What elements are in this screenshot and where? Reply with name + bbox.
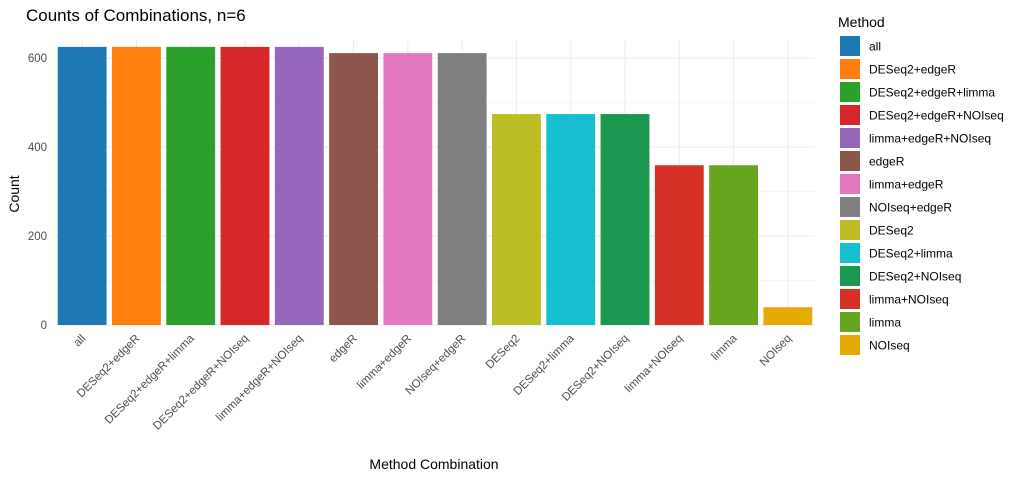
chart-title: Counts of Combinations, n=6 [26,6,246,25]
bar [383,53,433,326]
bar [546,114,596,325]
x-tick-label: limma [710,332,741,363]
legend-label: limma+edgeR+NOIseq [869,132,991,146]
legend-swatch [840,82,860,102]
legend: Method all DESeq2+edgeR DESeq2+edgeR+limma… [838,14,1004,355]
legend-label: DESeq2+limma [869,247,953,261]
bar [709,165,758,325]
x-tick-label: DESeq2 [484,333,523,372]
bar [274,46,324,326]
x-axis-title: Method Combination [369,456,498,472]
legend-swatch [840,151,860,171]
x-tick-label: all [72,333,89,350]
bar [220,46,270,326]
bar [763,307,813,325]
legend-label: edgeR [869,155,905,169]
y-tick-label: 200 [28,231,47,243]
legend-swatch [840,174,860,194]
x-tick-label: DESeq2+edgeR+limma [103,332,197,426]
legend-swatch [840,36,860,56]
legend-label: limma [869,316,901,330]
legend-swatch [840,289,860,309]
legend-label: all [869,40,881,54]
legend-label: limma+edgeR [869,178,944,192]
legend-label: DESeq2+edgeR+NOIseq [869,109,1004,123]
y-axis-ticks: 0 200 400 600 [28,53,47,332]
bar [329,53,378,326]
legend-swatch [840,312,860,332]
legend-label: limma+NOIseq [869,293,949,307]
legend-label: NOIseq+edgeR [869,201,952,215]
bar [600,114,650,325]
bar [654,165,704,325]
x-tick-label: limma+NOIseq [623,333,685,395]
legend-swatch [840,197,860,217]
x-tick-label: NOIseq [758,333,794,369]
legend-label: DESeq2 [869,224,914,238]
legend-swatch [840,128,860,148]
bar [57,46,107,326]
legend-swatch [840,59,860,79]
legend-title: Method [838,14,885,30]
legend-label: DESeq2+edgeR+limma [869,86,995,100]
x-tick-label: DESeq2+edgeR+NOIseq [151,333,251,433]
legend-swatch [840,105,860,125]
legend-label: DESeq2+NOIseq [869,270,961,284]
y-tick-label: 400 [28,142,47,154]
legend-label: DESeq2+edgeR [869,63,956,77]
x-tick-label: limma+edgeR [355,333,414,392]
legend-swatch [840,243,860,263]
legend-swatch [840,335,860,355]
x-axis-ticks: allDESeq2+edgeRDESeq2+edgeR+limmaDESeq2+… [72,332,794,432]
bar [492,114,541,325]
x-tick-label: NOIseq+edgeR [403,333,468,398]
bar [112,46,161,326]
y-axis-title: Count [6,175,22,212]
x-tick-label: edgeR [327,333,359,365]
bars [57,46,813,326]
y-tick-label: 600 [28,53,47,65]
legend-items: all DESeq2+edgeR DESeq2+edgeR+limma DESeq2+… [840,36,1004,355]
bar [166,46,216,326]
y-tick-label: 0 [41,320,47,332]
legend-swatch [840,266,860,286]
legend-label: NOIseq [869,339,910,353]
legend-swatch [840,220,860,240]
bar [437,53,487,326]
